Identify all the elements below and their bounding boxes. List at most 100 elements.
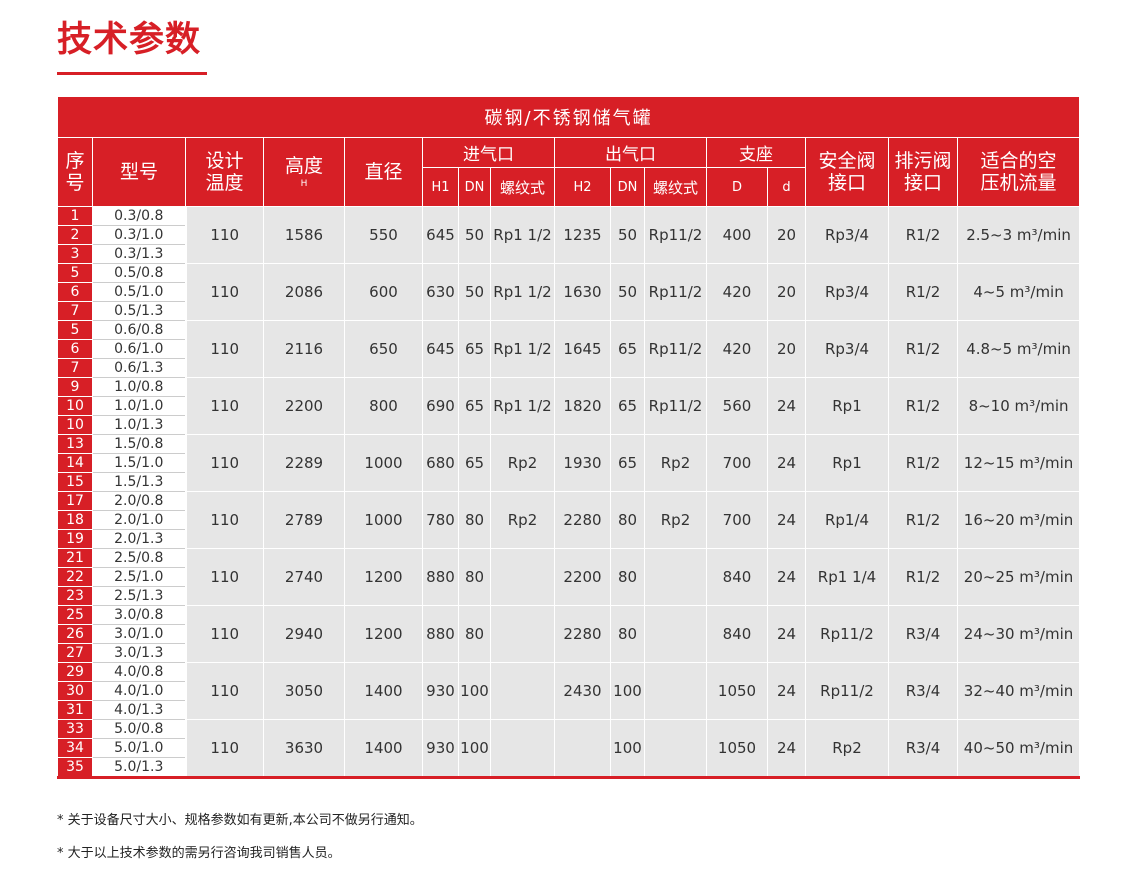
cell-drain-valve: R1/2 (888, 434, 958, 492)
cell-safety-valve: Rp3/4 (805, 263, 889, 321)
cell-safety-valve: Rp1 (805, 434, 889, 492)
cell-model: 1.0/1.0 (92, 396, 187, 416)
cell-model: 0.5/0.8 (92, 263, 187, 283)
cell-model: 4.0/1.3 (92, 700, 187, 720)
cell-temp: 110 (185, 719, 264, 778)
cell-seq: 6 (57, 339, 93, 359)
table-row: 29 4.0/0.8 110 3050 1400 930 100 2430 100 1050 24 R… (57, 662, 1081, 720)
header-diameter: 直径 (344, 137, 423, 207)
cell-seq: 10 (57, 396, 93, 416)
cell-flow: 32~40 m³/min (956, 662, 1081, 720)
cell-height: 2116 (263, 320, 345, 378)
cell-drain-valve: R1/2 (888, 491, 958, 549)
cell-seq: 33 (57, 719, 93, 739)
cell-support-D: 700 (706, 434, 768, 492)
cell-height: 2289 (263, 434, 345, 492)
table-row: 31 4.0/1.3 (57, 700, 1080, 720)
header-height-sub: H (300, 178, 308, 189)
cell-safety-valve: Rp11/2 (805, 605, 889, 663)
cell-seq: 5 (57, 263, 93, 283)
cell-flow: 12~15 m³/min (956, 434, 1081, 492)
table-row: 13 1.5/0.8 110 2289 1000 680 65 Rp2 1930 65 Rp2 700… (57, 434, 1081, 492)
cell-model: 2.5/1.0 (92, 567, 187, 587)
cell-seq: 7 (57, 301, 93, 321)
table-row: 5 0.5/0.8 110 2086 600 630 50 Rp1 1/2 1630 50 Rp11… (57, 263, 1081, 321)
table-row: 27 3.0/1.3 (57, 643, 1080, 663)
cell-outlet-h2: 1630 (554, 263, 611, 321)
cell-support-d: 24 (767, 662, 806, 720)
cell-inlet-dn: 100 (458, 719, 491, 778)
page-title: 技术参数 (57, 20, 202, 60)
cell-support-D: 560 (706, 377, 768, 435)
cell-flow: 20~25 m³/min (956, 548, 1081, 606)
cell-model: 1.5/1.3 (92, 472, 187, 492)
cell-inlet-dn: 80 (458, 548, 491, 606)
cell-seq: 14 (57, 453, 93, 473)
table-row: 34 5.0/1.0 (57, 738, 1080, 758)
title-underline (57, 72, 207, 75)
cell-flow: 40~50 m³/min (956, 719, 1081, 778)
cell-safety-valve: Rp1 1/4 (805, 548, 889, 606)
cell-support-D: 1050 (706, 719, 768, 778)
cell-inlet-h1: 930 (422, 662, 459, 720)
cell-support-D: 420 (706, 263, 768, 321)
cell-seq: 5 (57, 320, 93, 340)
cell-support-D: 700 (706, 491, 768, 549)
cell-drain-valve: R1/2 (888, 263, 958, 321)
cell-inlet-dn: 65 (458, 320, 491, 378)
cell-height: 3630 (263, 719, 345, 778)
cell-height: 3050 (263, 662, 345, 720)
table-row: 7 0.5/1.3 (57, 301, 1080, 321)
cell-safety-valve: Rp1/4 (805, 491, 889, 549)
cell-flow: 8~10 m³/min (956, 377, 1081, 435)
cell-model: 5.0/1.0 (92, 738, 187, 758)
cell-model: 3.0/0.8 (92, 605, 187, 625)
cell-inlet-thread: Rp2 (490, 434, 555, 492)
cell-inlet-h1: 780 (422, 491, 459, 549)
table-row: 33 5.0/0.8 110 3630 1400 930 100 100 1050 24 Rp2 R3… (57, 719, 1081, 778)
cell-model: 0.3/1.3 (92, 244, 187, 264)
cell-inlet-h1: 645 (422, 320, 459, 378)
cell-model: 4.0/0.8 (92, 662, 187, 682)
cell-inlet-dn: 65 (458, 434, 491, 492)
cell-seq: 19 (57, 529, 93, 549)
cell-safety-valve: Rp3/4 (805, 206, 889, 264)
cell-support-d: 24 (767, 434, 806, 492)
table-banner: 碳钢/不锈钢储气罐 (56, 96, 1081, 138)
cell-model: 0.6/1.0 (92, 339, 187, 359)
cell-safety-valve: Rp3/4 (805, 320, 889, 378)
cell-drain-valve: R1/2 (888, 548, 958, 606)
cell-flow: 24~30 m³/min (956, 605, 1081, 663)
header-support: 支座 (706, 137, 806, 168)
cell-safety-valve: Rp11/2 (805, 662, 889, 720)
cell-outlet-dn: 65 (610, 320, 645, 378)
cell-inlet-dn: 50 (458, 263, 491, 321)
table-row: 25 3.0/0.8 110 2940 1200 880 80 2280 80 840 24 Rp11… (57, 605, 1081, 663)
cell-model: 3.0/1.3 (92, 643, 187, 663)
cell-model: 1.5/0.8 (92, 434, 187, 454)
cell-outlet-h2: 1930 (554, 434, 611, 492)
cell-inlet-dn: 65 (458, 377, 491, 435)
table-row: 14 1.5/1.0 (57, 453, 1080, 473)
header-inlet-h1: H1 (422, 167, 459, 207)
header-drain-valve: 排污阀接口 (888, 137, 958, 207)
cell-temp: 110 (185, 263, 264, 321)
cell-safety-valve: Rp2 (805, 719, 889, 778)
cell-outlet-h2 (554, 719, 611, 778)
cell-model: 2.0/1.3 (92, 529, 187, 549)
cell-outlet-thread: Rp2 (644, 434, 707, 492)
cell-outlet-thread: Rp11/2 (644, 377, 707, 435)
cell-model: 4.0/1.0 (92, 681, 187, 701)
cell-height: 2789 (263, 491, 345, 549)
cell-temp: 110 (185, 377, 264, 435)
spec-table: 碳钢/不锈钢储气罐 序号 型号 设计温度 高度 H 直径 进气口 出气口 支座 安… (56, 96, 1081, 779)
cell-diameter: 800 (344, 377, 423, 435)
cell-support-d: 20 (767, 320, 806, 378)
cell-seq: 35 (57, 757, 93, 778)
cell-drain-valve: R3/4 (888, 605, 958, 663)
cell-support-D: 840 (706, 548, 768, 606)
cell-model: 5.0/1.3 (92, 757, 187, 778)
cell-model: 2.0/1.0 (92, 510, 187, 530)
cell-model: 2.5/1.3 (92, 586, 187, 606)
cell-seq: 22 (57, 567, 93, 587)
